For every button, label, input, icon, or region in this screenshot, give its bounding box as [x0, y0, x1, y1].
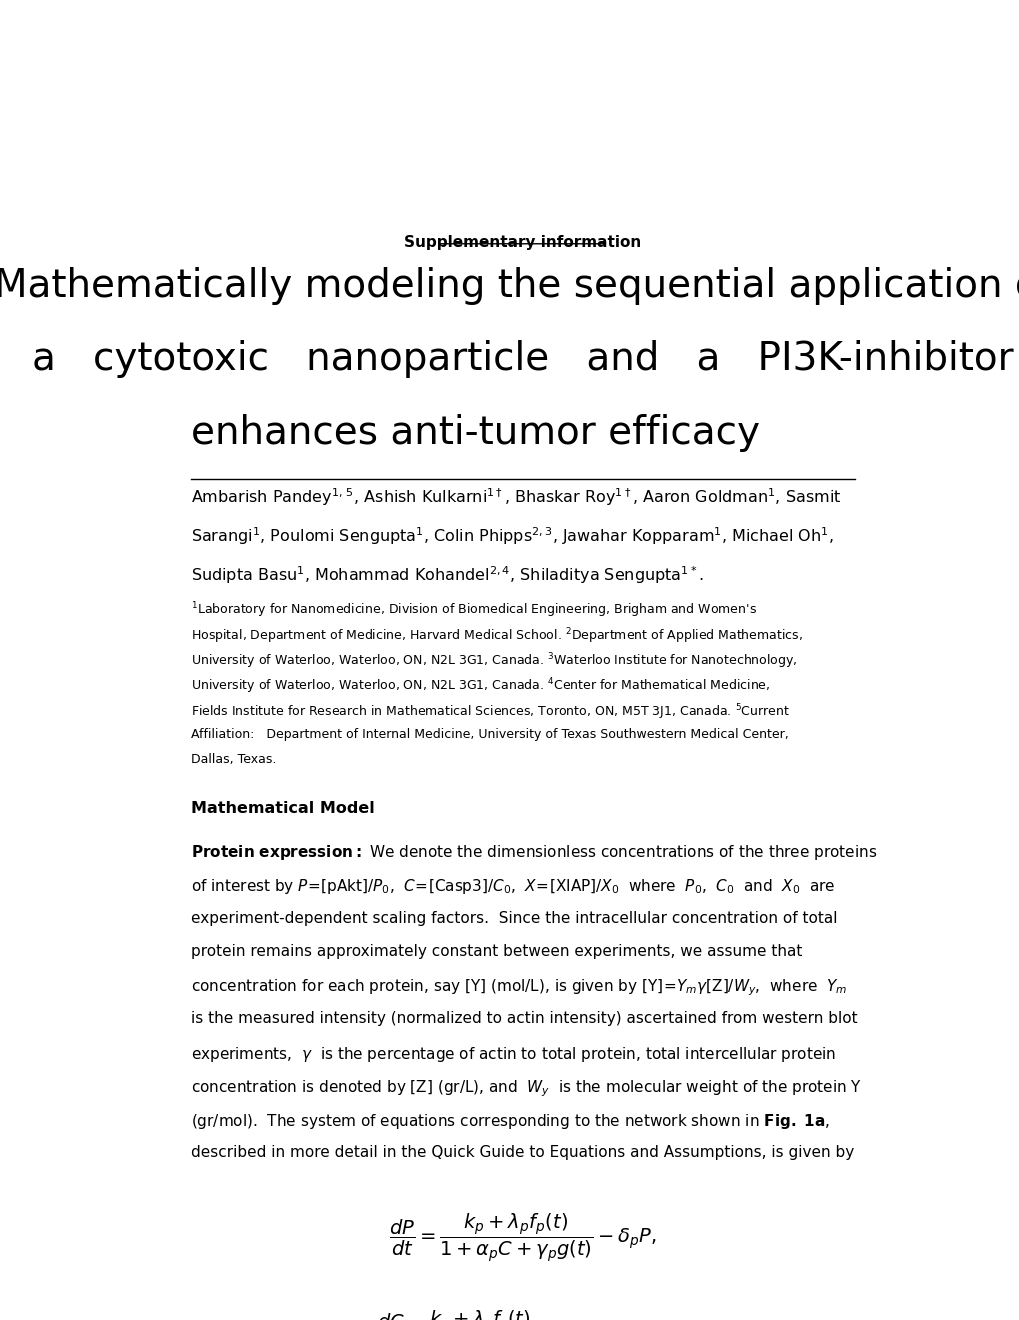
Text: (gr/mol).  The system of equations corresponding to the network shown in $\mathb: (gr/mol). The system of equations corres… [191, 1111, 829, 1131]
Text: is the measured intensity (normalized to actin intensity) ascertained from weste: is the measured intensity (normalized to… [191, 1011, 857, 1026]
Text: Ambarish Pandey$^{1,\,5}$, Ashish Kulkarni$^{1\dagger}$, Bhaskar Roy$^{1\dagger}: Ambarish Pandey$^{1,\,5}$, Ashish Kulkar… [191, 487, 841, 508]
Text: Fields Institute for Research in Mathematical Sciences, Toronto, ON, M5T 3J1, Ca: Fields Institute for Research in Mathema… [191, 702, 789, 722]
Text: $^1$Laboratory for Nanomedicine, Division of Biomedical Engineering, Brigham and: $^1$Laboratory for Nanomedicine, Divisio… [191, 601, 756, 620]
Text: $\dfrac{dP}{dt} = \dfrac{k_p + \lambda_p f_p(t)}{1+\alpha_p C + \gamma_p g(t)} -: $\dfrac{dP}{dt} = \dfrac{k_p + \lambda_p… [388, 1212, 656, 1265]
Text: Mathematically modeling the sequential application of: Mathematically modeling the sequential a… [0, 267, 1019, 305]
Text: of interest by $P\!=\![\mathrm{pAkt}]/P_0$,  $C\!=\![\mathrm{Casp3}]/C_0$,  $X\!: of interest by $P\!=\![\mathrm{pAkt}]/P_… [191, 876, 835, 896]
Text: enhances anti-tumor efficacy: enhances anti-tumor efficacy [191, 413, 759, 451]
Text: $\dfrac{dC}{dt} = \dfrac{k_c + \lambda_c f_c(t)}{1+\alpha_c P} - \beta_c XC - \d: $\dfrac{dC}{dt} = \dfrac{k_c + \lambda_c… [377, 1308, 667, 1320]
Text: $\mathbf{Protein\ expression:}$ We denote the dimensionless concentrations of th: $\mathbf{Protein\ expression:}$ We denot… [191, 843, 876, 862]
Text: experiment-dependent scaling factors.  Since the intracellular concentration of : experiment-dependent scaling factors. Si… [191, 911, 837, 925]
Text: Mathematical Model: Mathematical Model [191, 801, 374, 816]
Text: Dallas, Texas.: Dallas, Texas. [191, 752, 276, 766]
Text: University of Waterloo, Waterloo, ON, N2L 3G1, Canada. $^4$Center for Mathematic: University of Waterloo, Waterloo, ON, N2… [191, 677, 769, 697]
Text: Sudipta Basu$^{1}$, Mohammad Kohandel$^{2,4}$, Shiladitya Sengupta$^{1*}$.: Sudipta Basu$^{1}$, Mohammad Kohandel$^{… [191, 564, 703, 586]
Text: described in more detail in the Quick Guide to Equations and Assumptions, is giv: described in more detail in the Quick Gu… [191, 1146, 853, 1160]
Text: Hospital, Department of Medicine, Harvard Medical School. $^2$Department of Appl: Hospital, Department of Medicine, Harvar… [191, 626, 802, 645]
Text: experiments,  $\gamma$  is the percentage of actin to total protein, total inter: experiments, $\gamma$ is the percentage … [191, 1044, 836, 1064]
Text: University of Waterloo, Waterloo, ON, N2L 3G1, Canada. $^3$Waterloo Institute fo: University of Waterloo, Waterloo, ON, N2… [191, 651, 797, 671]
Text: concentration is denoted by [Z] (gr/L), and  $W_y$  is the molecular weight of t: concentration is denoted by [Z] (gr/L), … [191, 1078, 861, 1098]
Text: Sarangi$^{1}$, Poulomi Sengupta$^{1}$, Colin Phipps$^{2,3}$, Jawahar Kopparam$^{: Sarangi$^{1}$, Poulomi Sengupta$^{1}$, C… [191, 525, 833, 546]
Text: Supplementary information: Supplementary information [404, 235, 641, 249]
Text: a   cytotoxic   nanoparticle   and   a   PI3K-inhibitor: a cytotoxic nanoparticle and a PI3K-inhi… [32, 341, 1013, 379]
Text: concentration for each protein, say [Y] (mol/L), is given by $[\mathrm{Y}]\!=\!Y: concentration for each protein, say [Y] … [191, 978, 846, 998]
Text: protein remains approximately constant between experiments, we assume that: protein remains approximately constant b… [191, 944, 801, 960]
Text: Affiliation:   Department of Internal Medicine, University of Texas Southwestern: Affiliation: Department of Internal Medi… [191, 727, 788, 741]
